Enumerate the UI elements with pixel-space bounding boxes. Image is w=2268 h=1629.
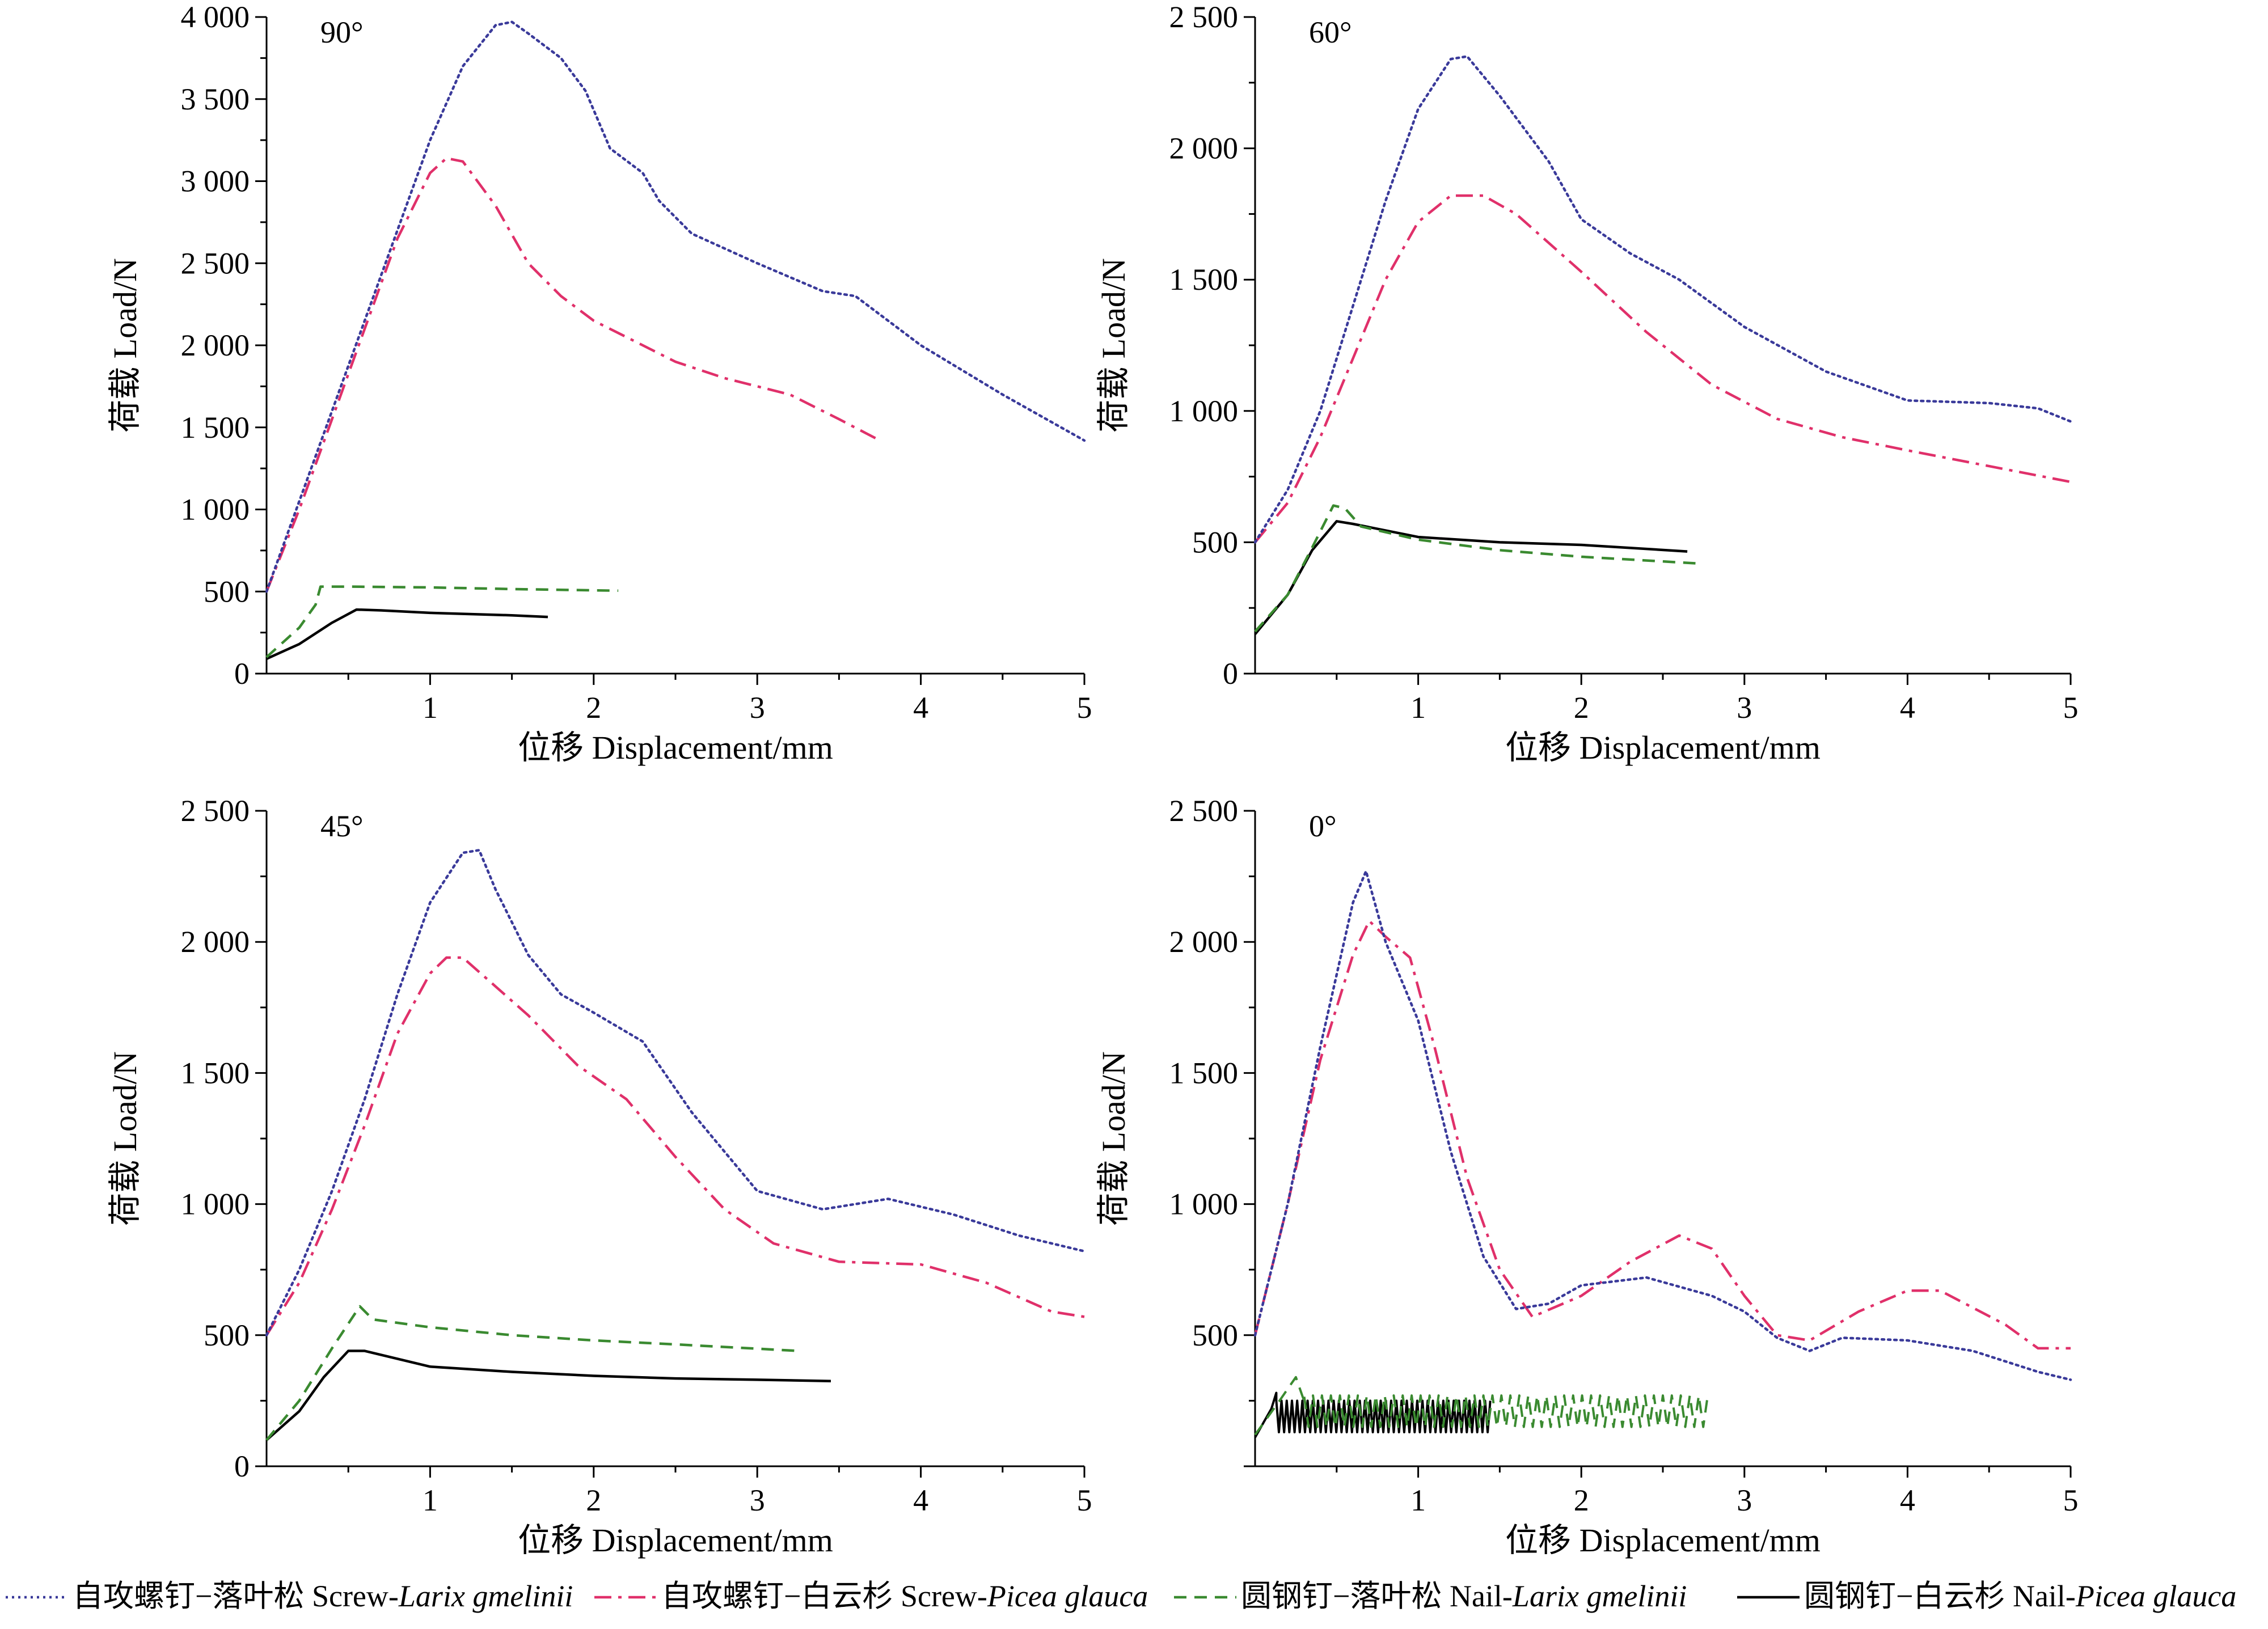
chart-panel-1: 0 500 1 000 1 500 2 000 2 500 3 000 3 500 4 000 1… xyxy=(107,0,1092,766)
legend-item-screw_picea: 自攻螺钉−白云杉 Screw-Picea glauca xyxy=(594,1579,1148,1613)
y-tick-label: 2 500 xyxy=(1169,0,1239,34)
y-tick-label: 2 000 xyxy=(181,328,250,362)
y-axis-title: 荷载 Load/N xyxy=(107,258,143,433)
y-tick-label: 2 000 xyxy=(181,925,250,959)
x-axis-title: 位移 Displacement/mm xyxy=(518,729,833,766)
x-tick-label: 4 xyxy=(1900,1483,1915,1517)
x-tick-label: 5 xyxy=(1077,691,1092,725)
x-tick-label: 4 xyxy=(1900,691,1915,725)
series-line-screw_larix xyxy=(1253,55,2072,544)
legend-item-nail_picea: 圆钢钉−白云杉 Nail-Picea glauca xyxy=(1737,1579,2236,1613)
x-tick-label: 2 xyxy=(586,1483,601,1517)
x-tick-label: 1 xyxy=(1410,1483,1426,1517)
y-axis-title: 荷载 Load/N xyxy=(1095,1051,1132,1226)
x-tick-label: 3 xyxy=(750,691,765,725)
x-axis-title: 位移 Displacement/mm xyxy=(1505,1522,1821,1559)
angle-label: 90° xyxy=(320,15,364,49)
x-tick-label: 5 xyxy=(1077,1483,1092,1517)
series-line-nail_larix xyxy=(265,1305,799,1441)
y-tick-label: 2 500 xyxy=(1169,794,1239,828)
x-tick-label: 4 xyxy=(913,691,928,725)
x-tick-label: 2 xyxy=(1574,691,1589,725)
y-tick-label: 2 000 xyxy=(1169,132,1239,166)
y-tick-label: 1 000 xyxy=(181,493,250,527)
x-tick-label: 4 xyxy=(913,1483,928,1517)
series-line-nail_picea xyxy=(1254,1391,1492,1438)
angle-label: 60° xyxy=(1309,15,1352,49)
x-axis-title: 位移 Displacement/mm xyxy=(1505,729,1821,766)
y-tick-label: 2 500 xyxy=(181,794,250,828)
series-line-screw_picea xyxy=(265,156,881,593)
x-tick-label: 3 xyxy=(1737,691,1752,725)
y-tick-label: 500 xyxy=(204,1318,250,1352)
legend-label: 自攻螺钉−白云杉 Screw-Picea glauca xyxy=(661,1579,1148,1613)
y-tick-label: 3 000 xyxy=(181,164,250,198)
series-line-nail_larix xyxy=(265,585,619,658)
legend-label: 圆钢钉−落叶松 Nail-Larix gmelinii xyxy=(1241,1579,1687,1613)
series-line-nail_larix xyxy=(1254,1376,1709,1436)
x-tick-label: 1 xyxy=(423,691,438,725)
legend-label: 自攻螺钉−落叶松 Screw-Larix gmelinii xyxy=(73,1579,573,1613)
x-tick-label: 1 xyxy=(423,1483,438,1517)
chart-panel-4: 500 1 000 1 500 2 000 2 500 1 2 3 4 5 位移 Displacem… xyxy=(1095,794,2079,1559)
y-tick-label: 1 500 xyxy=(181,1056,250,1090)
series-line-screw_larix xyxy=(265,849,1086,1337)
x-tick-label: 5 xyxy=(2063,691,2079,725)
series-line-screw_picea xyxy=(265,956,1085,1336)
x-tick-label: 5 xyxy=(2063,1483,2079,1517)
legend-item-nail_larix: 圆钢钉−落叶松 Nail-Larix gmelinii xyxy=(1174,1579,1687,1613)
y-tick-label: 0 xyxy=(234,1449,250,1483)
x-axis-title: 位移 Displacement/mm xyxy=(518,1522,833,1559)
x-tick-label: 2 xyxy=(1574,1483,1589,1517)
legend-label: 圆钢钉−白云杉 Nail-Picea glauca xyxy=(1804,1579,2236,1613)
series-line-screw_larix xyxy=(1253,870,2072,1381)
y-tick-label: 2 000 xyxy=(1169,925,1239,959)
y-tick-label: 0 xyxy=(234,657,250,691)
y-tick-label: 500 xyxy=(1192,525,1238,559)
y-tick-label: 1 500 xyxy=(181,411,250,445)
y-tick-label: 1 500 xyxy=(1169,263,1239,297)
angle-label: 45° xyxy=(320,809,364,843)
series-line-nail_picea xyxy=(266,608,548,660)
y-tick-label: 500 xyxy=(1192,1318,1238,1352)
y-tick-label: 0 xyxy=(1223,657,1238,691)
series-line-screw_picea xyxy=(1253,919,2071,1350)
series-line-screw_picea xyxy=(1254,194,2071,543)
series-line-screw_larix xyxy=(265,20,1086,593)
y-tick-label: 4 000 xyxy=(181,0,250,34)
y-tick-label: 1 000 xyxy=(1169,394,1239,428)
chart-panel-2: 0 500 1 000 1 500 2 000 2 500 1 2 3 4 5 位移 Displace… xyxy=(1095,0,2079,766)
series-line-nail_picea xyxy=(1254,520,1688,635)
x-tick-label: 2 xyxy=(586,691,601,725)
y-tick-label: 1 000 xyxy=(1169,1187,1239,1221)
y-axis-title: 荷载 Load/N xyxy=(107,1051,143,1226)
y-tick-label: 1 000 xyxy=(181,1187,250,1221)
legend-item-screw_larix: 自攻螺钉−落叶松 Screw-Larix gmelinii xyxy=(6,1579,573,1613)
series-line-nail_larix xyxy=(1254,504,1696,633)
x-tick-label: 1 xyxy=(1410,691,1426,725)
legend: 自攻螺钉−落叶松 Screw-Larix gmelinii 自攻螺钉−白云杉 Sc… xyxy=(6,1579,2236,1613)
y-tick-label: 2 500 xyxy=(181,246,250,280)
series-line-nail_picea xyxy=(265,1349,831,1441)
y-tick-label: 1 500 xyxy=(1169,1056,1239,1090)
y-tick-label: 3 500 xyxy=(181,82,250,116)
angle-label: 0° xyxy=(1309,809,1337,843)
x-tick-label: 3 xyxy=(750,1483,765,1517)
chart-panel-3: 0 500 1 000 1 500 2 000 2 500 1 2 3 4 5 位移 Displace… xyxy=(107,794,1092,1559)
y-axis-title: 荷载 Load/N xyxy=(1095,258,1132,433)
y-tick-label: 500 xyxy=(204,574,250,608)
x-tick-label: 3 xyxy=(1737,1483,1752,1517)
